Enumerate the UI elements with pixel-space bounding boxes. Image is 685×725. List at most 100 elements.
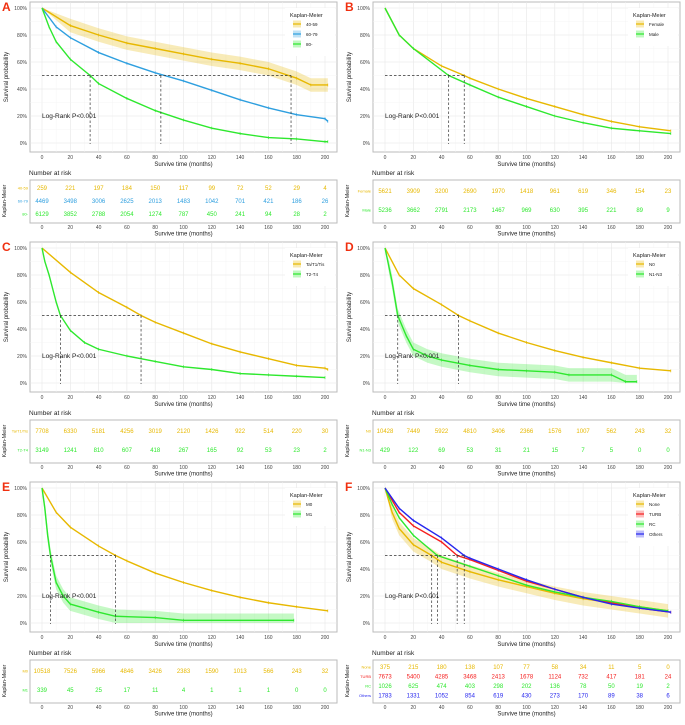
risk-count: 4469 <box>35 199 49 205</box>
panel-letter: E <box>2 480 10 494</box>
risk-count: 150 <box>150 186 161 192</box>
risk-x-tick-label: 140 <box>579 465 588 471</box>
x-tick-label: 0 <box>384 635 387 641</box>
risk-table-title: Number at risk <box>372 410 415 417</box>
survival-curve-Male <box>384 7 671 135</box>
grid <box>30 482 337 632</box>
risk-count: 3852 <box>64 212 78 218</box>
risk-x-tick-label: 140 <box>236 465 245 471</box>
risk-x-tick-label: 200 <box>664 465 673 471</box>
risk-x-tick-label: 100 <box>179 465 188 471</box>
risk-count: 430 <box>521 694 532 700</box>
x-tick-label: 60 <box>467 155 473 161</box>
x-axis-title: Survive time (months) <box>154 162 212 168</box>
risk-x-tick-label: 180 <box>636 705 645 711</box>
risk-count: 5966 <box>92 669 106 675</box>
risk-x-tick-label: 80 <box>152 465 158 471</box>
log-rank-pvalue: Log-Rank P<0.001 <box>42 113 97 120</box>
y-tick-label: 80% <box>17 513 28 519</box>
y-tick-label: 40% <box>360 87 371 93</box>
risk-count: 78 <box>580 684 587 690</box>
risk-count: 259 <box>37 186 48 192</box>
risk-count: 267 <box>178 448 189 454</box>
x-tick-label: 0 <box>384 155 387 161</box>
y-tick-label: 40% <box>17 87 28 93</box>
risk-table-box <box>372 179 681 224</box>
y-axis-title: Survival probability <box>347 52 353 102</box>
x-tick-label: 180 <box>293 155 302 161</box>
risk-count: 607 <box>122 448 133 454</box>
risk-count: 7 <box>581 448 585 454</box>
risk-x-tick-label: 0 <box>384 225 387 231</box>
x-tick-label: 200 <box>321 635 330 641</box>
risk-count: 418 <box>150 448 161 454</box>
risk-x-tick-label: 100 <box>522 705 531 711</box>
risk-count: 17 <box>124 688 131 694</box>
risk-count: 7526 <box>64 669 78 675</box>
legend: Kaplan-Meier None TURB RC Others <box>628 488 678 546</box>
grid <box>373 482 680 632</box>
x-tick-label: 180 <box>636 395 645 401</box>
risk-x-tick-label: 60 <box>467 705 473 711</box>
risk-count: 1331 <box>407 694 421 700</box>
risk-count: 241 <box>235 212 246 218</box>
km-plot-F: F0%20%40%60%80%100%0 20 40 60 80 100 120 140 160… <box>345 480 681 718</box>
risk-row-label: 40-59 <box>18 186 29 191</box>
risk-count: 1467 <box>492 208 506 214</box>
risk-count: 21 <box>523 448 530 454</box>
log-rank-pvalue: Log-Rank P<0.001 <box>385 353 440 360</box>
risk-x-tick-label: 180 <box>636 465 645 471</box>
risk-row-label: Others <box>359 693 371 698</box>
legend-label: Male <box>649 32 659 37</box>
risk-count: 1013 <box>233 669 247 675</box>
risk-count: 3406 <box>492 429 506 435</box>
risk-count: 4285 <box>435 675 449 681</box>
risk-x-tick-label: 160 <box>607 705 616 711</box>
risk-x-tick-label: 180 <box>636 225 645 231</box>
risk-count: 92 <box>237 448 244 454</box>
risk-count: 2054 <box>120 212 134 218</box>
risk-count: 0 <box>323 688 327 694</box>
risk-x-tick-label: 100 <box>522 225 531 231</box>
survival-curve-T2-T4 <box>41 247 326 379</box>
risk-table-title: Number at risk <box>29 650 72 657</box>
x-axis-title: Survive time (months) <box>497 162 555 168</box>
legend-title: Kaplan-Meier <box>633 493 666 499</box>
legend-title: Kaplan-Meier <box>633 13 666 19</box>
risk-count: 1678 <box>520 675 534 681</box>
risk-x-tick-label: 120 <box>551 225 560 231</box>
risk-count: 4 <box>182 688 186 694</box>
y-tick-label: 80% <box>17 273 28 279</box>
risk-count: 810 <box>94 448 105 454</box>
y-tick-label: 100% <box>14 246 27 252</box>
y-tick-label: 60% <box>360 60 371 66</box>
risk-table-y-title: Kaplan-Meier <box>345 184 351 217</box>
y-tick-label: 80% <box>360 273 371 279</box>
risk-count: 1124 <box>548 675 562 681</box>
risk-count: 23 <box>665 189 672 195</box>
x-tick-label: 100 <box>179 635 188 641</box>
legend-box <box>628 248 678 286</box>
risk-count: 6 <box>666 694 670 700</box>
x-tick-label: 0 <box>41 635 44 641</box>
risk-count: 1576 <box>548 429 562 435</box>
risk-count: 180 <box>437 665 448 671</box>
x-tick-label: 120 <box>551 395 560 401</box>
risk-x-tick-label: 180 <box>293 465 302 471</box>
risk-x-tick-label: 0 <box>41 705 44 711</box>
risk-row-label: M1 <box>22 688 28 693</box>
confidence-band-None <box>385 488 668 618</box>
risk-x-tick-label: 80 <box>495 225 501 231</box>
log-rank-pvalue: Log-Rank P<0.001 <box>42 353 97 360</box>
risk-count: 1042 <box>205 199 219 205</box>
risk-count: 136 <box>550 684 561 690</box>
x-tick-label: 140 <box>236 395 245 401</box>
legend-label: TURB <box>649 512 661 517</box>
risk-count: 243 <box>635 429 646 435</box>
x-tick-label: 100 <box>179 395 188 401</box>
risk-count: 1 <box>238 688 242 694</box>
y-tick-label: 20% <box>17 594 28 600</box>
risk-row-label: None <box>361 665 371 670</box>
legend-label: None <box>649 502 660 507</box>
risk-count: 395 <box>578 208 589 214</box>
